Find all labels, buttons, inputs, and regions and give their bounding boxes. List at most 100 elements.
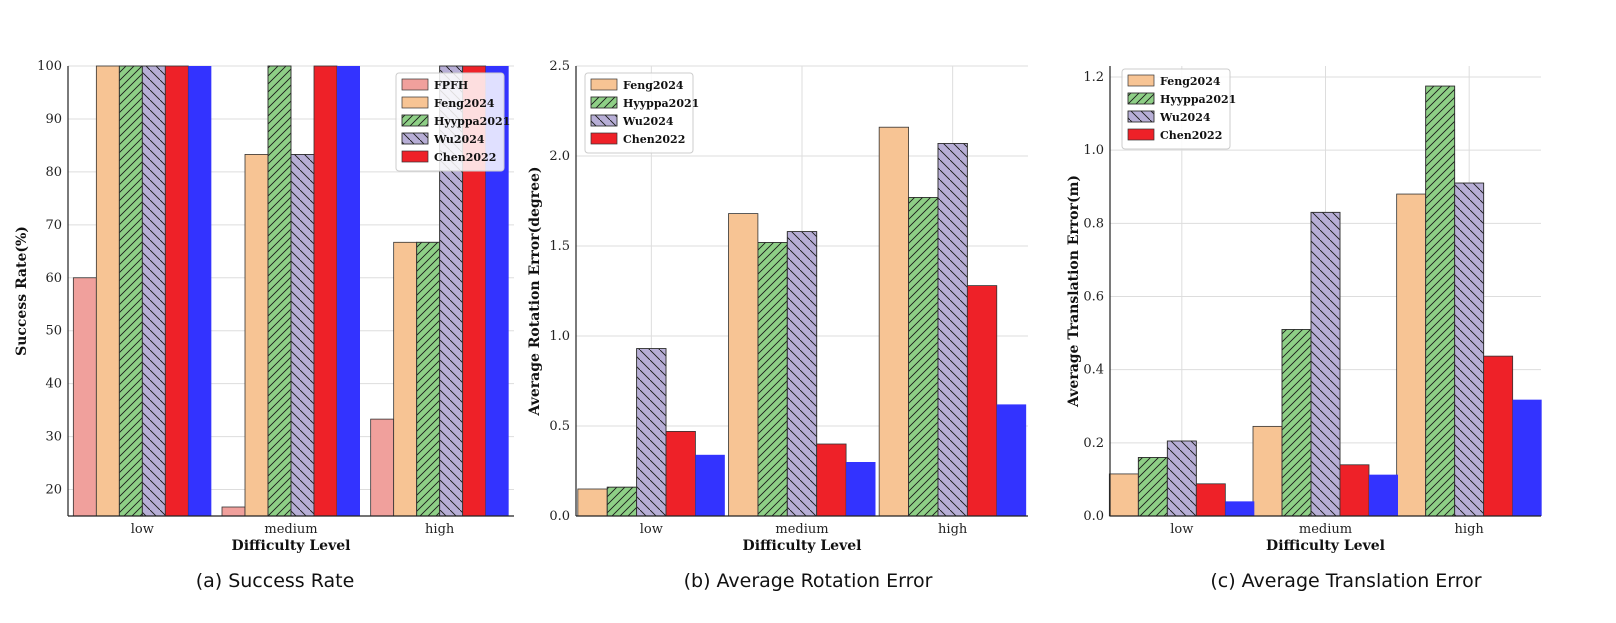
x-tick-label: medium bbox=[264, 522, 317, 537]
legend-label-feng2024: Feng2024 bbox=[1160, 75, 1221, 88]
bar-hyyppa2021-low-hatch bbox=[118, 65, 143, 517]
y-tick-label: 50 bbox=[45, 324, 62, 339]
legend-swatch-chen2022 bbox=[590, 132, 618, 145]
legend-swatch-hatch bbox=[401, 114, 429, 127]
y-tick-label: 2.5 bbox=[549, 59, 570, 74]
bar-hyyppa2021-high-hatch bbox=[416, 241, 441, 517]
legend: FPFH Feng2024 Hyyppa2021 Wu2024 Chen2022 bbox=[395, 72, 510, 172]
legend-label-chen2022: Chen2022 bbox=[1160, 129, 1222, 142]
bar-hyyppa2021-high-hatch bbox=[908, 196, 939, 517]
bar-wu2024-low-hatch bbox=[1166, 440, 1197, 517]
y-tick-label: 1.5 bbox=[549, 239, 570, 254]
bar-chen2022-low bbox=[164, 65, 189, 517]
legend-swatch-hatch bbox=[590, 114, 618, 127]
y-tick-label: 0.2 bbox=[1083, 436, 1104, 451]
bar-unlabeled-low bbox=[695, 454, 725, 516]
bar-wu2024-medium-hatch bbox=[1310, 211, 1341, 517]
bar-chen2022-medium bbox=[313, 65, 338, 517]
panel-rotation-error: 0.0 0.5 1.0 1.5 2.0 2.5 low medium high Difficult… bbox=[527, 59, 1028, 554]
bar-wu2024-low-hatch bbox=[636, 348, 667, 517]
bar-wu2024-medium-hatch bbox=[786, 231, 818, 517]
y-tick-label: 70 bbox=[45, 218, 62, 233]
legend-swatch-chen2022 bbox=[1127, 128, 1155, 141]
legend-label-feng2024: Feng2024 bbox=[434, 97, 495, 110]
bar-unlabeled-high bbox=[1512, 399, 1542, 516]
bar-feng2024-low bbox=[1108, 473, 1139, 517]
bar-feng2024-medium bbox=[728, 213, 759, 517]
bar-feng2024-high bbox=[393, 241, 418, 517]
y-tick-label: 0.0 bbox=[549, 509, 570, 524]
panel-success-rate: 20 30 40 50 60 70 80 90 100 low medium high Difficul… bbox=[14, 59, 514, 554]
y-axis-label: Average Translation Error(m) bbox=[1066, 175, 1082, 408]
legend-label-chen2022: Chen2022 bbox=[434, 151, 496, 164]
legend-swatch-hatch bbox=[1127, 110, 1155, 123]
y-tick-label: 0.8 bbox=[1083, 216, 1104, 231]
bar-hyyppa2021-medium-hatch bbox=[267, 65, 292, 517]
legend-label-wu2024: Wu2024 bbox=[622, 115, 674, 128]
bar-unlabeled-medium bbox=[846, 462, 876, 516]
y-axis-label: Average Rotation Error(degree) bbox=[527, 166, 543, 416]
x-tick-label: high bbox=[938, 522, 968, 537]
y-tick-label: 80 bbox=[45, 165, 62, 180]
y-axis-label: Success Rate(%) bbox=[14, 226, 30, 356]
bar-chen2022-high bbox=[966, 285, 998, 517]
x-axis-label: Difficulty Level bbox=[743, 538, 862, 554]
panel-translation-error: 0.0 0.2 0.4 0.6 0.8 1.0 1.2 low medium high Diffic… bbox=[1066, 66, 1542, 554]
bar-unlabeled-high bbox=[996, 404, 1027, 516]
bar-hyyppa2021-low-hatch bbox=[1137, 457, 1168, 517]
legend-label-chen2022: Chen2022 bbox=[623, 133, 685, 146]
bar-wu2024-medium-hatch bbox=[290, 154, 315, 517]
bar-feng2024-high bbox=[878, 126, 909, 517]
legend-label-feng2024: Feng2024 bbox=[623, 79, 684, 92]
bar-fpfh-low bbox=[72, 277, 97, 517]
y-tick-label: 60 bbox=[45, 271, 62, 286]
legend-label-wu2024: Wu2024 bbox=[1159, 111, 1211, 124]
x-tick-label: low bbox=[1170, 522, 1193, 537]
bar-fpfh-high bbox=[370, 418, 395, 517]
bar-fpfh-medium bbox=[221, 506, 246, 517]
bar-wu2024-low-hatch bbox=[141, 65, 166, 517]
bar-hyyppa2021-medium-hatch bbox=[757, 241, 788, 517]
legend-label-hyyppa2021: Hyyppa2021 bbox=[434, 115, 510, 128]
bar-unlabeled-low bbox=[188, 66, 212, 516]
bar-feng2024-low bbox=[577, 488, 608, 517]
y-tick-label: 30 bbox=[45, 430, 62, 445]
bar-unlabeled-medium bbox=[1369, 474, 1398, 516]
x-tick-label: low bbox=[131, 522, 154, 537]
bar-chen2022-medium bbox=[1339, 464, 1370, 517]
legend-swatch-fpfh bbox=[401, 78, 429, 91]
legend-swatch-hatch bbox=[401, 132, 429, 145]
caption-a: (a) Success Rate bbox=[196, 570, 355, 592]
y-tick-label: 40 bbox=[45, 377, 62, 392]
bar-hyyppa2021-low-hatch bbox=[606, 486, 638, 517]
bar-hyyppa2021-high-hatch bbox=[1425, 85, 1456, 517]
bar-feng2024-medium bbox=[1252, 425, 1283, 517]
bar-wu2024-high-hatch bbox=[1454, 182, 1485, 517]
legend: Feng2024 Hyyppa2021 Wu2024 Chen2022 bbox=[584, 72, 699, 154]
y-tick-label: 0.6 bbox=[1083, 289, 1104, 304]
bar-chen2022-low bbox=[1195, 483, 1226, 517]
x-axis-label: Difficulty Level bbox=[1266, 538, 1385, 554]
legend: Feng2024 Hyyppa2021 Wu2024 Chen2022 bbox=[1121, 68, 1236, 150]
legend-label-fpfh: FPFH bbox=[434, 79, 468, 92]
bar-chen2022-medium bbox=[816, 443, 847, 517]
x-axis-label: Difficulty Level bbox=[232, 538, 351, 554]
y-tick-label: 1.2 bbox=[1083, 70, 1104, 85]
legend-label-hyyppa2021: Hyyppa2021 bbox=[623, 97, 699, 110]
x-tick-label: high bbox=[425, 522, 455, 537]
y-tick-label: 0.0 bbox=[1083, 509, 1104, 524]
y-tick-label: 0.5 bbox=[549, 419, 570, 434]
legend-label-hyyppa2021: Hyyppa2021 bbox=[1160, 93, 1236, 106]
x-tick-label: high bbox=[1455, 522, 1485, 537]
bar-unlabeled-high bbox=[485, 66, 509, 516]
legend-swatch-hatch bbox=[1127, 92, 1155, 105]
caption-c: (c) Average Translation Error bbox=[1210, 570, 1481, 592]
legend-swatch-feng2024 bbox=[401, 96, 429, 109]
legend-swatch-feng2024 bbox=[590, 78, 618, 91]
bar-feng2024-low bbox=[95, 65, 120, 517]
y-tick-label: 1.0 bbox=[1083, 143, 1104, 158]
bar-unlabeled-medium bbox=[337, 66, 360, 516]
y-tick-label: 20 bbox=[45, 483, 62, 498]
y-tick-label: 1.0 bbox=[549, 329, 570, 344]
y-tick-label: 100 bbox=[37, 59, 62, 74]
